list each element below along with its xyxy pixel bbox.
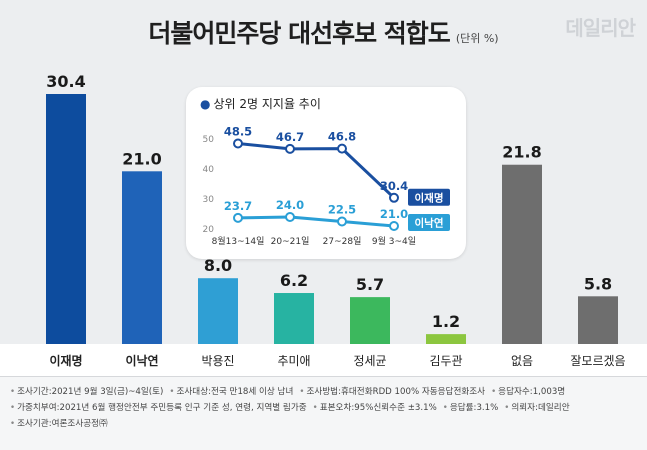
inset-title-text: 상위 2명 지지율 추이 bbox=[213, 97, 321, 111]
point-value-label: 46.8 bbox=[328, 130, 356, 144]
bar bbox=[578, 296, 618, 344]
point-value-label: 24.0 bbox=[276, 198, 304, 212]
bar-value-label: 1.2 bbox=[432, 312, 460, 331]
bullet-icon: • bbox=[504, 403, 510, 413]
category-label: 없음 bbox=[511, 354, 533, 368]
y-tick-label: 40 bbox=[203, 165, 215, 175]
title-text: 더불어민주당 대선후보 적합도 bbox=[148, 19, 450, 48]
footer-item: 조사방법:휴대전화RDD 100% 자동응답전화조사 bbox=[306, 387, 486, 397]
footer-item: 조사기간:2021년 9월 3일(금)~4일(토) bbox=[17, 387, 164, 397]
bar bbox=[122, 171, 162, 344]
unit-label: (단위 %) bbox=[455, 32, 499, 45]
series-point bbox=[233, 212, 243, 223]
x-tick-label: 20~21일 bbox=[271, 236, 310, 247]
bullet-icon: • bbox=[299, 387, 305, 397]
bullet-icon: • bbox=[10, 403, 16, 413]
category-label: 이낙연 bbox=[125, 353, 158, 368]
bullet-icon: • bbox=[169, 387, 175, 397]
bar-value-label: 21.8 bbox=[502, 143, 541, 162]
category-label: 정세균 bbox=[353, 354, 386, 368]
bullet-icon: • bbox=[312, 403, 318, 413]
footer-item: 응답률:3.1% bbox=[449, 403, 499, 413]
y-tick-label: 20 bbox=[203, 225, 215, 235]
y-tick-label: 50 bbox=[203, 135, 215, 145]
x-tick-label: 9월 3~4일 bbox=[372, 235, 416, 247]
category-label: 박용진 bbox=[201, 354, 234, 368]
series-point bbox=[285, 143, 295, 154]
bar bbox=[274, 293, 314, 344]
point-value-label: 48.5 bbox=[224, 125, 252, 139]
bullet-icon: • bbox=[491, 387, 497, 397]
x-tick-label: 27~28일 bbox=[323, 236, 362, 247]
category-band bbox=[0, 344, 647, 376]
series-point bbox=[285, 212, 295, 222]
category-label: 이재명 bbox=[49, 353, 82, 368]
series-point bbox=[389, 221, 399, 231]
bar bbox=[46, 94, 86, 344]
series-point bbox=[337, 216, 347, 227]
footer-item: 가중치부여:2021년 6월 행정안전부 주민등록 인구 기준 성, 연령, 지… bbox=[17, 403, 307, 413]
series-name-label: 이재명 bbox=[415, 191, 444, 204]
footer-item: 조사기관:여론조사공정㈜ bbox=[17, 419, 108, 429]
series-name-tag bbox=[408, 214, 450, 231]
footer-item: 응답자수:1,003명 bbox=[498, 387, 566, 397]
bar-value-label: 5.8 bbox=[584, 274, 612, 293]
bar bbox=[350, 297, 390, 344]
bar bbox=[198, 278, 238, 344]
footer-line: • 조사기관:여론조사공정㈜ bbox=[10, 416, 637, 432]
series-point bbox=[389, 192, 399, 203]
footer-line: • 조사기간:2021년 9월 3일(금)~4일(토) • 조사대상:전국 만18세 … bbox=[10, 384, 637, 400]
bar-value-label: 30.4 bbox=[46, 72, 85, 91]
point-value-label: 22.5 bbox=[328, 203, 356, 217]
series-point bbox=[233, 138, 243, 149]
footer-item: 조사대상:전국 만18세 이상 남녀 bbox=[176, 387, 294, 397]
footer-line: • 가중치부여:2021년 6월 행정안전부 주민등록 인구 기준 성, 연령, … bbox=[10, 400, 637, 416]
x-tick-label: 8월13~14일 bbox=[212, 235, 265, 247]
bullet-icon: • bbox=[442, 403, 448, 413]
bullet-icon: ● bbox=[200, 97, 211, 111]
chart-title: 더불어민주당 대선후보 적합도 (단위 %) bbox=[0, 14, 647, 50]
series-line bbox=[237, 142, 396, 199]
point-value-label: 21.0 bbox=[380, 207, 408, 221]
bar bbox=[426, 334, 466, 344]
bar-value-label: 21.0 bbox=[122, 149, 161, 168]
series-point bbox=[337, 143, 347, 154]
bar-value-label: 8.0 bbox=[204, 256, 232, 275]
category-label: 김두관 bbox=[429, 354, 462, 368]
bar-chart: 30.4 이재명 21.0 이낙연 8.0 박용진 6.2 추미애 5.7 정세균 1.2 김두관 21… bbox=[0, 72, 647, 376]
category-label: 잘모르겠음 bbox=[570, 354, 625, 368]
point-value-label: 30.4 bbox=[380, 179, 408, 193]
bar bbox=[502, 164, 542, 344]
footer-item: 의뢰자:데일리안 bbox=[511, 403, 570, 413]
logo-watermark: 데일리안 bbox=[565, 16, 636, 40]
series-name-tag bbox=[408, 188, 450, 206]
bullet-icon: • bbox=[10, 419, 16, 429]
bar-value-label: 5.7 bbox=[356, 275, 384, 294]
series-line bbox=[237, 215, 395, 228]
series-name-label: 이낙연 bbox=[415, 217, 444, 230]
inset-title: ● 상위 2명 지지율 추이 bbox=[200, 95, 321, 112]
bullet-icon: • bbox=[10, 387, 16, 397]
footer-item: 표본오차:95%신뢰수준 ±3.1% bbox=[319, 403, 437, 413]
bar-value-label: 6.2 bbox=[280, 271, 308, 290]
y-tick-label: 30 bbox=[203, 195, 215, 205]
category-label: 추미애 bbox=[277, 354, 310, 368]
trend-inset-panel: ● 상위 2명 지지율 추이 50 40 30 20 8월13~14일 20~21일 27~2… bbox=[186, 87, 466, 259]
point-value-label: 23.7 bbox=[224, 199, 252, 213]
point-value-label: 46.7 bbox=[276, 130, 304, 144]
survey-footer: • 조사기간:2021년 9월 3일(금)~4일(토) • 조사대상:전국 만18세 … bbox=[0, 376, 647, 450]
